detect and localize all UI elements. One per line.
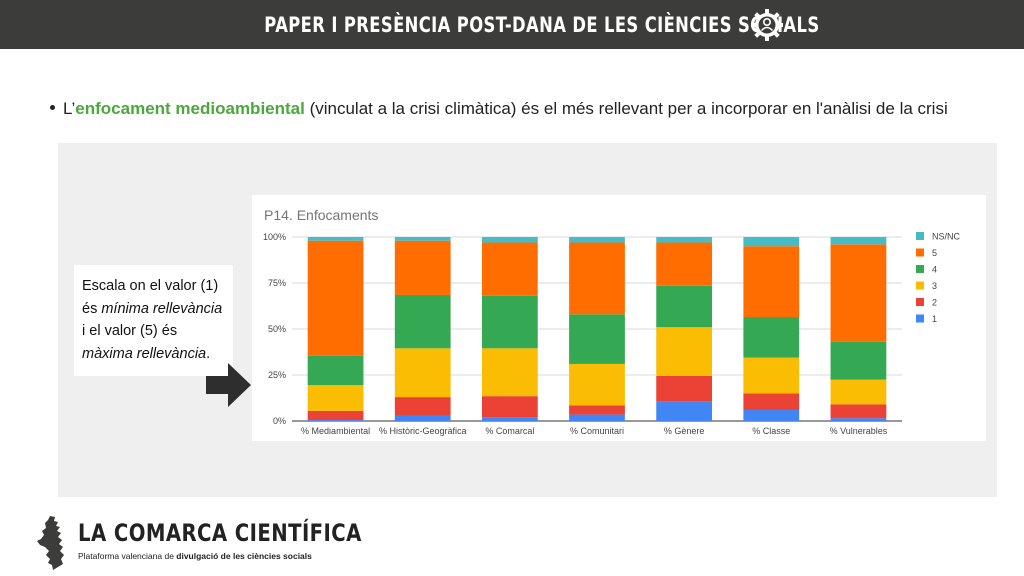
footer-tagline: Plataforma valenciana de divulgació de l… (78, 551, 312, 561)
note-line-4-suffix: . (206, 345, 211, 362)
bullet-dot (50, 105, 55, 111)
header-bar: PAPER I PRESÈNCIA POST-DANA DE LES CIÈNC… (0, 0, 1024, 49)
note-line-3: i el valor (5) és (82, 323, 178, 339)
legend-swatch (916, 298, 924, 306)
legend-label: 3 (932, 281, 937, 291)
legend-swatch (916, 232, 924, 240)
bar-segment (394, 237, 451, 241)
bar-segment (656, 401, 713, 421)
bar-segment (656, 375, 713, 402)
x-tick-label: % Comunitari (570, 426, 624, 436)
bar-segment (307, 410, 364, 421)
bar-segment (394, 348, 451, 398)
header-title: PAPER I PRESÈNCIA POST-DANA DE LES CIÈNC… (264, 12, 820, 37)
bar-segment (656, 242, 713, 286)
y-tick-label: 75% (268, 278, 286, 288)
y-tick-label: 100% (263, 232, 286, 242)
legend-swatch (916, 281, 924, 290)
footer-brand: LA COMARCA CIENTÍFICA (78, 519, 362, 547)
stacked-bar-chart: P14. Enfocaments 0% 25% 50% 75% 100% % Mediam… (263, 207, 961, 436)
legend-swatch (916, 265, 924, 273)
bar-segment (481, 417, 538, 421)
bar-segment (569, 405, 625, 415)
bar-segment (743, 246, 800, 318)
legend-label: 4 (932, 265, 937, 275)
bullet-suffix: (vinculat a la crisi climàtica) és el mé… (304, 99, 948, 118)
bullet-prefix: L’ (63, 99, 76, 118)
bar-segment (656, 237, 713, 243)
bar-segment (481, 237, 538, 243)
bar-segment (830, 404, 887, 419)
bullet-statement: L’enfocament medioambiental (vinculat a … (50, 99, 948, 119)
bar-layer (307, 237, 887, 421)
bullet-highlight: enfocament medioambiental (75, 99, 305, 118)
legend-label: 5 (932, 248, 937, 258)
x-tick-label: % Classe (752, 426, 790, 436)
x-tick-label: % Mediambiental (301, 426, 370, 436)
legend-label: 1 (932, 314, 937, 324)
bar-segment (656, 285, 713, 328)
x-tick-label: % Gènere (664, 426, 705, 436)
brain-gear-icon (751, 9, 783, 41)
bar-segment (569, 242, 625, 315)
note-line-2-em: mínima rellevància (101, 300, 223, 317)
y-tick-label: 0% (273, 416, 286, 426)
bar-segment (394, 240, 451, 295)
bar-segment (569, 314, 625, 364)
y-tick-label: 50% (268, 324, 286, 334)
bar-segment (481, 242, 538, 296)
note-line-4: màxima rellevància. (82, 343, 225, 366)
bar-segment (569, 414, 625, 421)
bar-segment (394, 415, 451, 421)
bar-segment (830, 244, 887, 342)
footer-tagline-bold: divulgació de les ciències socials (176, 551, 312, 561)
bar-segment (743, 317, 800, 358)
bar-segment (481, 295, 538, 349)
footer-tagline-prefix: Plataforma valenciana de (78, 551, 177, 561)
bar-segment (830, 418, 887, 421)
bar-segment (743, 237, 800, 247)
arrow-right-icon (206, 363, 251, 407)
x-tick-label: % Comarcal (485, 426, 534, 436)
note-line-1: Escala on el valor (1) (82, 278, 219, 294)
note-line-2: és mínima rellevància (82, 298, 225, 321)
note-line-2-prefix: és (82, 300, 102, 317)
chart-card: P14. Enfocaments 0% 25% 50% 75% 100% % Mediam… (252, 195, 986, 441)
bar-segment (830, 237, 887, 245)
bar-segment (743, 393, 800, 410)
legend-label: 2 (932, 298, 937, 308)
bar-segment (569, 363, 625, 406)
chart-title: P14. Enfocaments (264, 207, 378, 223)
legend-swatch (916, 248, 924, 257)
x-tick-label: % Vulnerables (830, 426, 888, 436)
legend-layer: NS/NC 5 4 3 2 1 (916, 232, 961, 324)
bar-segment (569, 237, 625, 243)
note-line-4-em: màxima rellevància (82, 345, 207, 362)
x-tick-label: % Històric-Geogràfica (379, 426, 467, 436)
bar-segment (394, 294, 451, 349)
bar-segment (307, 237, 364, 241)
bar-segment (656, 327, 713, 376)
bar-segment (307, 240, 364, 356)
bar-segment (830, 379, 887, 405)
legend-swatch (916, 314, 924, 323)
legend-label: NS/NC (932, 232, 961, 242)
bar-segment (743, 409, 800, 421)
axis-layer: 0% 25% 50% 75% 100% % Mediambiental % Històric… (263, 232, 888, 436)
y-tick-label: 25% (268, 370, 286, 380)
bar-segment (307, 385, 364, 411)
bar-segment (307, 420, 364, 421)
bar-segment (481, 396, 538, 418)
bar-segment (481, 348, 538, 397)
comunitat-valenciana-map-icon (37, 516, 64, 570)
bar-segment (394, 397, 451, 416)
bar-segment (830, 341, 887, 380)
bar-segment (307, 355, 364, 386)
scale-note: Escala on el valor (1) és mínima rellevà… (74, 265, 233, 376)
bar-segment (743, 357, 800, 394)
